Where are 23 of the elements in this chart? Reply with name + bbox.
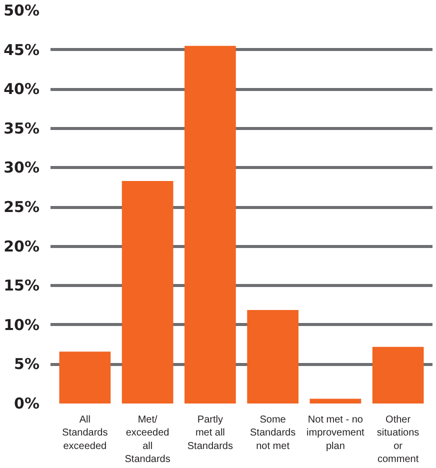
bar <box>122 181 174 404</box>
x-tick-label: All Standards exceeded <box>62 414 108 452</box>
bar <box>372 346 424 404</box>
y-tick-label: 0% <box>14 394 40 412</box>
x-tick-label: Partly met all Standards <box>187 414 233 452</box>
bar <box>59 352 111 404</box>
y-tick-label: 40% <box>4 80 40 98</box>
y-tick-label: 15% <box>4 276 40 295</box>
bar <box>247 310 298 404</box>
x-tick-label: Some Standards not met <box>250 414 296 452</box>
y-tick-label: 25% <box>4 198 40 216</box>
y-tick-label: 45% <box>4 40 40 59</box>
y-tick-label: 35% <box>4 119 40 138</box>
bar <box>184 46 236 404</box>
y-tick-label: 10% <box>4 316 40 334</box>
y-tick-label: 50% <box>4 2 40 20</box>
x-tick-label: Other situations or comment <box>376 414 420 466</box>
bar <box>310 398 362 404</box>
x-tick-label: Not met - no improvement plan <box>306 414 365 452</box>
y-tick-label: 20% <box>4 237 40 256</box>
y-tick-label: 30% <box>4 158 40 177</box>
x-tick-label: Met/ exceeded all Standards <box>124 414 170 466</box>
y-tick-label: 5% <box>14 355 40 374</box>
